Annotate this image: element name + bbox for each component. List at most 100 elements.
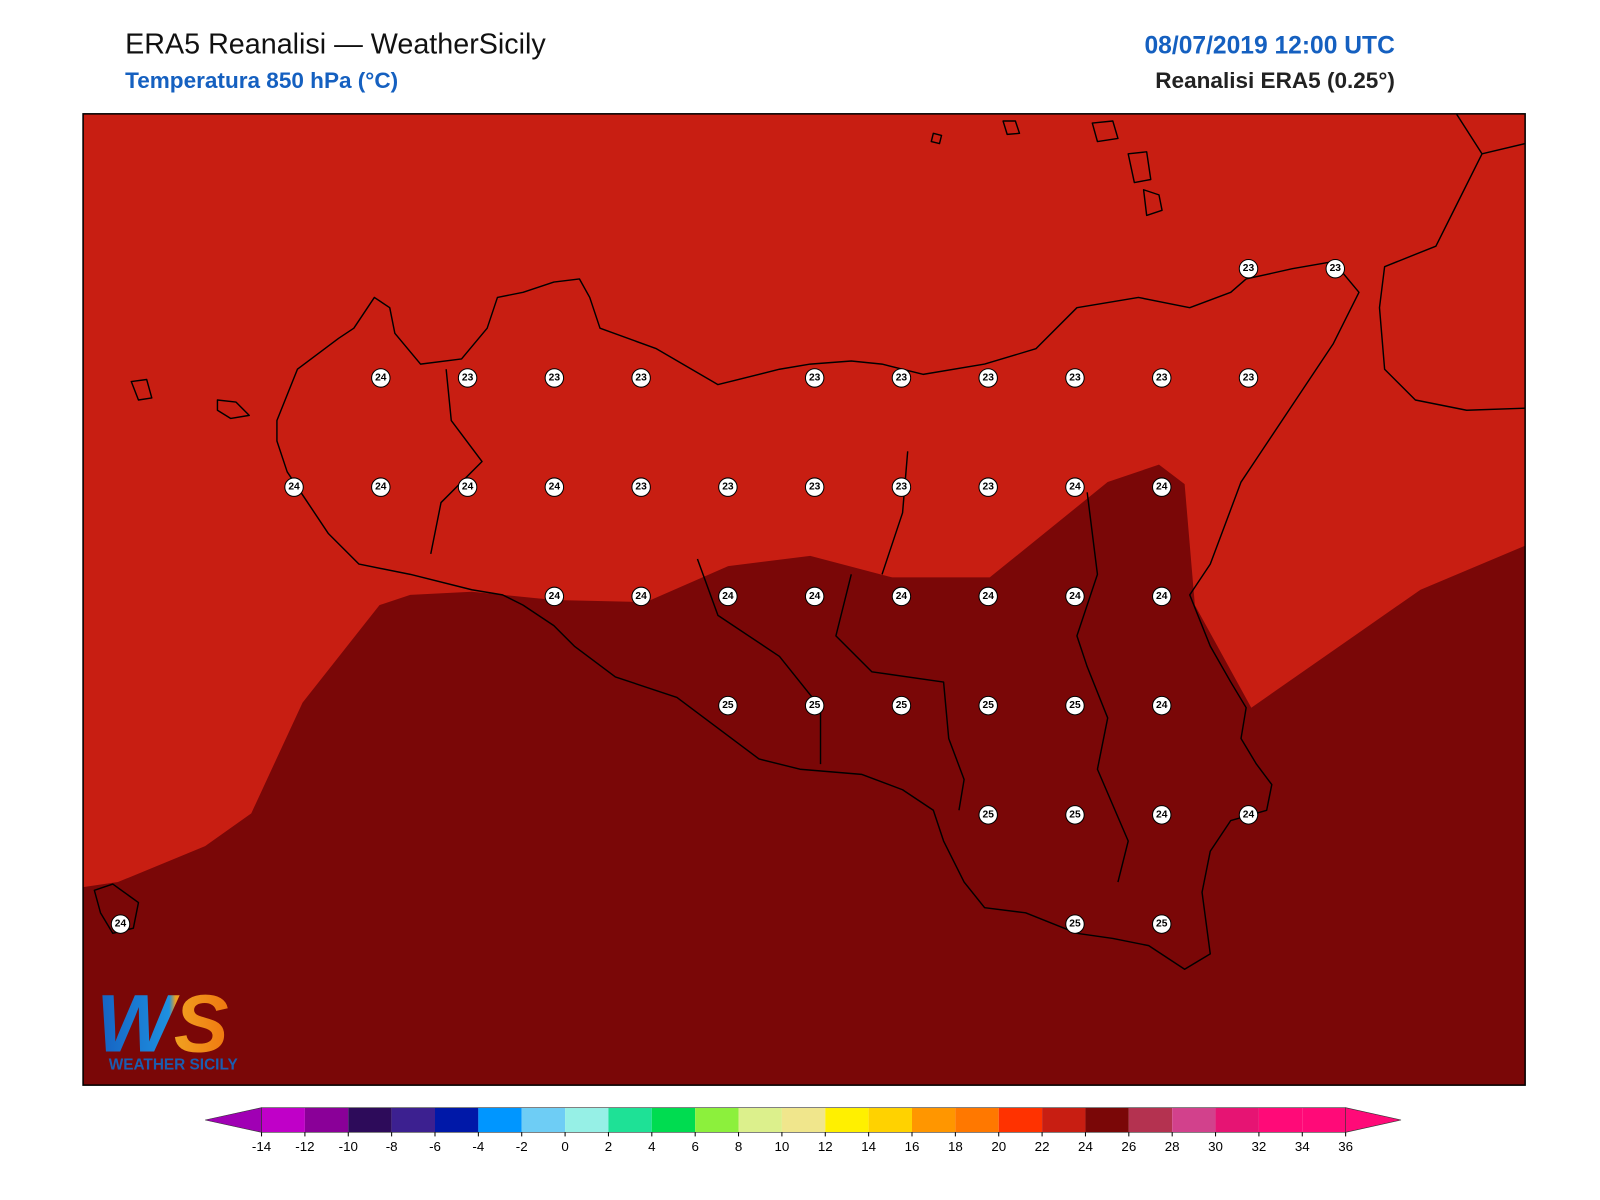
station-marker xyxy=(1325,258,1346,279)
colorbar-tick-label: 12 xyxy=(818,1139,833,1154)
province-border xyxy=(430,369,1129,883)
station-value: 24 xyxy=(1156,809,1168,820)
colorbar-bin xyxy=(1215,1107,1259,1133)
map-frame xyxy=(82,113,1526,1086)
colorbar-bin xyxy=(1128,1107,1173,1133)
colorbar-bin xyxy=(1085,1107,1129,1133)
colorbar-tick-label: -6 xyxy=(429,1139,441,1154)
station-marker xyxy=(371,477,391,497)
station-value: 24 xyxy=(288,482,300,493)
station-marker xyxy=(1151,477,1172,497)
station-marker xyxy=(718,586,738,607)
colorbar-tick-label: 34 xyxy=(1295,1139,1310,1154)
station-marker xyxy=(891,477,912,497)
station-marker xyxy=(804,477,825,497)
colorbar-bin xyxy=(261,1107,305,1133)
colorbar-tick-label: 24 xyxy=(1078,1139,1093,1154)
colorbar-tick-label: 26 xyxy=(1121,1139,1136,1154)
station-marker xyxy=(110,914,131,934)
colorbar-tick-label: -8 xyxy=(386,1139,398,1154)
station-marker xyxy=(544,477,565,497)
station-value: 23 xyxy=(462,372,474,383)
logo: WS WEATHER SICILY xyxy=(96,978,237,1073)
colorbar-bin xyxy=(304,1107,349,1133)
colorbar-tick-label: 16 xyxy=(905,1139,920,1154)
colorbar-bin xyxy=(434,1107,479,1133)
station-value: 23 xyxy=(1243,372,1255,383)
station-marker xyxy=(1151,695,1172,716)
station-marker xyxy=(544,586,565,607)
colorbar-bin xyxy=(1042,1107,1086,1133)
station-value: 25 xyxy=(809,700,821,711)
station-marker xyxy=(1065,368,1085,388)
station-value: 23 xyxy=(809,482,821,493)
station-value: 23 xyxy=(549,372,561,383)
station-value: 24 xyxy=(1156,700,1168,711)
logo-initials: WS xyxy=(96,978,228,1069)
station-marker xyxy=(891,586,912,607)
colorbar-bin xyxy=(608,1107,652,1133)
source: Reanalisi ERA5 (0.25°) xyxy=(1155,68,1395,93)
station-marker xyxy=(1238,805,1259,825)
colorbar-bin xyxy=(478,1107,522,1133)
station-value: 24 xyxy=(115,919,127,930)
station-marker xyxy=(1065,805,1085,825)
station-value: 24 xyxy=(375,372,387,383)
colorbar-tick-label: 8 xyxy=(735,1139,742,1154)
station-value: 24 xyxy=(375,482,387,493)
station-marker xyxy=(371,368,391,388)
island xyxy=(93,120,1163,935)
colorbar-bin xyxy=(348,1107,392,1133)
colorbar-tick-label: 36 xyxy=(1338,1139,1353,1154)
station-marker xyxy=(631,477,651,497)
station-marker xyxy=(631,586,651,607)
station-value: 25 xyxy=(1069,809,1081,820)
station-marker xyxy=(284,477,304,497)
station-value: 24 xyxy=(1069,482,1081,493)
colorbar-tick-label: -12 xyxy=(295,1139,314,1154)
station-marker xyxy=(1238,258,1259,279)
colorbar-tick-label: 30 xyxy=(1208,1139,1223,1154)
station-value: 25 xyxy=(1156,919,1168,930)
colorbar-bin xyxy=(1258,1107,1303,1133)
station-value: 25 xyxy=(983,809,995,820)
colorbar-bin xyxy=(825,1107,869,1133)
logo-name: WEATHER SICILY xyxy=(109,1057,238,1074)
station-value: 23 xyxy=(809,372,821,383)
title: ERA5 Reanalisi — WeatherSicily xyxy=(125,28,546,60)
colorbar-bin xyxy=(1302,1107,1346,1133)
station-marker xyxy=(1151,805,1172,825)
station-value: 24 xyxy=(549,482,561,493)
coastline xyxy=(1378,113,1526,411)
station-value: 23 xyxy=(983,372,995,383)
map: 23 23 24 23 23 23 23 23 23 23 23 23 24 24 24 24 23 23 23 23… xyxy=(83,113,1526,1086)
station-value: 23 xyxy=(635,372,647,383)
colorbar-tick-label: 14 xyxy=(861,1139,876,1154)
colorbar-bin xyxy=(651,1107,696,1133)
colorbar-tick-label: 22 xyxy=(1035,1139,1050,1154)
station-value: 23 xyxy=(635,482,647,493)
station-marker xyxy=(1065,914,1085,934)
colorbar-frame xyxy=(261,1107,1346,1133)
station-value: 23 xyxy=(722,482,734,493)
station-value: 24 xyxy=(1156,482,1168,493)
station-marker xyxy=(718,477,738,497)
station-marker xyxy=(718,695,738,716)
station-value: 23 xyxy=(983,482,995,493)
coastline xyxy=(276,260,1360,970)
station-marker xyxy=(544,368,565,388)
colorbar-bin xyxy=(955,1107,999,1133)
colorbar-tick-label: 20 xyxy=(991,1139,1006,1154)
colorbar-bin xyxy=(781,1107,826,1133)
station-marker xyxy=(1151,914,1172,934)
station-value: 24 xyxy=(549,591,561,602)
colorbar-bin xyxy=(998,1107,1043,1133)
station-value: 24 xyxy=(1069,591,1081,602)
station-value: 25 xyxy=(722,700,734,711)
colorbar-tick-label: 4 xyxy=(648,1139,656,1154)
station-marker xyxy=(891,368,912,388)
station-marker xyxy=(631,368,651,388)
station-value: 23 xyxy=(1243,263,1255,274)
station-value: 24 xyxy=(983,591,995,602)
